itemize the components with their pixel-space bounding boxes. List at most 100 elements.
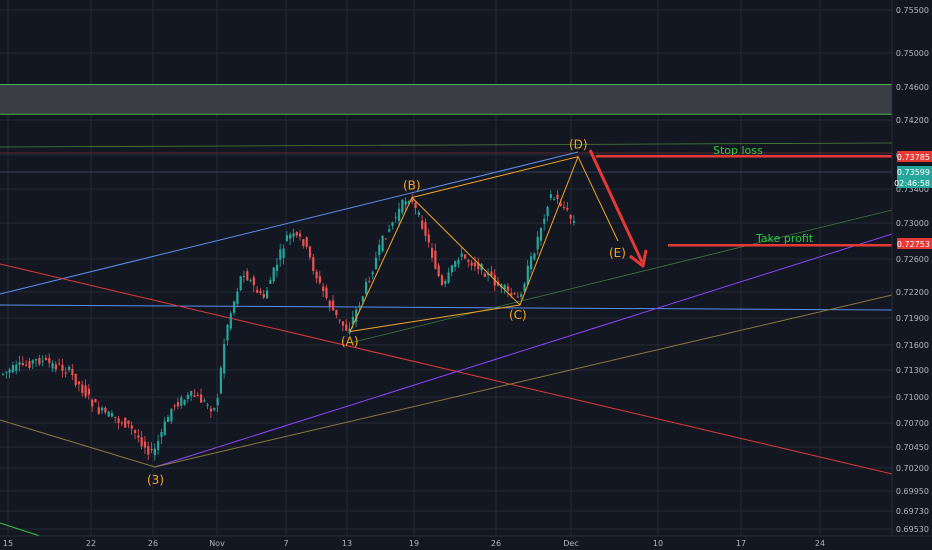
blue-support-line (0, 304, 893, 311)
candle-body (84, 385, 87, 397)
candle-body (523, 283, 526, 292)
candle-body (305, 237, 308, 247)
candle-body (5, 371, 8, 373)
candle-body (503, 285, 506, 290)
candle-body (543, 218, 546, 224)
price-tick-label: 0.71000 (896, 393, 929, 402)
candle-body (411, 199, 414, 202)
candle-body (272, 267, 275, 282)
candle-body (530, 256, 533, 270)
candle-body (266, 290, 269, 299)
candle-body (48, 358, 51, 363)
candle-body (54, 364, 57, 370)
candle-body (262, 293, 265, 298)
candle-body (355, 309, 358, 322)
candle-body (137, 435, 140, 438)
candle-body (190, 391, 193, 396)
candle-body (325, 287, 328, 298)
candle-body (101, 407, 104, 411)
candle-body (318, 276, 321, 283)
candle-body (424, 222, 427, 236)
price-tag (897, 177, 932, 188)
red-trend-line (0, 263, 893, 475)
green-horizontal-line (0, 142, 893, 148)
price-tag-label: 0.73785 (897, 153, 930, 162)
time-axis[interactable]: 15 22 26 Nov 7 13 19 26 Dec 10 17 24 (0, 535, 932, 550)
candle-body (513, 293, 516, 295)
candle-body (427, 234, 430, 243)
candle-body (269, 280, 272, 284)
candle-body (2, 373, 5, 375)
candle-body (256, 289, 259, 293)
candle-body (365, 281, 368, 294)
wave-pattern: (3) (A) (B) (C) (D) (E) (147, 138, 626, 487)
candle-body (15, 364, 18, 372)
candle-body (374, 257, 378, 270)
candle-body (338, 319, 341, 321)
green-diagonal-line (349, 209, 893, 344)
candle-body (549, 194, 552, 199)
candle-body (289, 234, 292, 239)
candle-body (117, 418, 120, 423)
candle-body (51, 363, 54, 369)
time-tick-label: 24 (815, 539, 825, 548)
candle-body (536, 236, 539, 250)
candle-body (546, 207, 549, 217)
candle-body (216, 397, 219, 406)
sell-arrow-head-icon (629, 249, 648, 268)
price-tick-label: 0.74200 (896, 116, 929, 125)
olive-left-line (0, 419, 156, 468)
price-axis-bg (892, 0, 932, 550)
candle-body (150, 449, 153, 451)
candle-body (381, 235, 384, 252)
candle-body (252, 277, 255, 286)
candle-body (292, 233, 295, 237)
price-tick-label: 0.73000 (896, 219, 929, 228)
time-tick-label: 26 (148, 539, 158, 548)
price-tick-label: 0.69950 (896, 487, 929, 496)
time-axis-bg (0, 536, 932, 550)
price-axis[interactable]: 0.755000.750000.746000.742000.738000.734… (891, 0, 932, 550)
sell-arrow-shaft (588, 149, 644, 263)
candle-body (315, 271, 318, 279)
candle-body (457, 259, 460, 265)
candle-body (444, 280, 447, 284)
candle-body (332, 300, 335, 311)
candle-body (351, 316, 354, 324)
candle-body (38, 358, 41, 365)
candle-body (407, 201, 411, 204)
candle-body (473, 262, 477, 267)
candle-body (180, 397, 183, 406)
wave-label: (E) (609, 246, 626, 260)
candle-body (282, 248, 285, 258)
candle-body (87, 388, 90, 395)
candle-body (566, 207, 569, 210)
candle-body (167, 417, 170, 423)
candle-body (328, 300, 331, 307)
price-tag (897, 151, 932, 162)
candle-body (312, 257, 315, 271)
candle-body (163, 421, 166, 435)
candle-body (341, 321, 345, 326)
candle-body (147, 446, 150, 455)
candle-body (44, 357, 48, 360)
candle-body (31, 360, 34, 364)
candle-body (450, 265, 453, 273)
resistance-zone (0, 83, 892, 115)
candle-body (170, 408, 173, 422)
time-tick-label: 10 (653, 539, 663, 548)
price-tick-label: 0.70700 (896, 419, 929, 428)
candle-body (246, 271, 249, 281)
candle-body (348, 328, 351, 334)
candle-body (526, 265, 529, 285)
candle-body (18, 362, 21, 365)
price-tick-label: 0.69530 (896, 525, 929, 534)
candle-body (25, 364, 28, 366)
candle-body (467, 260, 470, 262)
wave-line-ac (349, 304, 521, 332)
candle-body (516, 296, 519, 298)
candle-body (41, 360, 44, 362)
candle-body (110, 412, 114, 417)
price-tag-label: 02:46:58 (894, 179, 930, 188)
